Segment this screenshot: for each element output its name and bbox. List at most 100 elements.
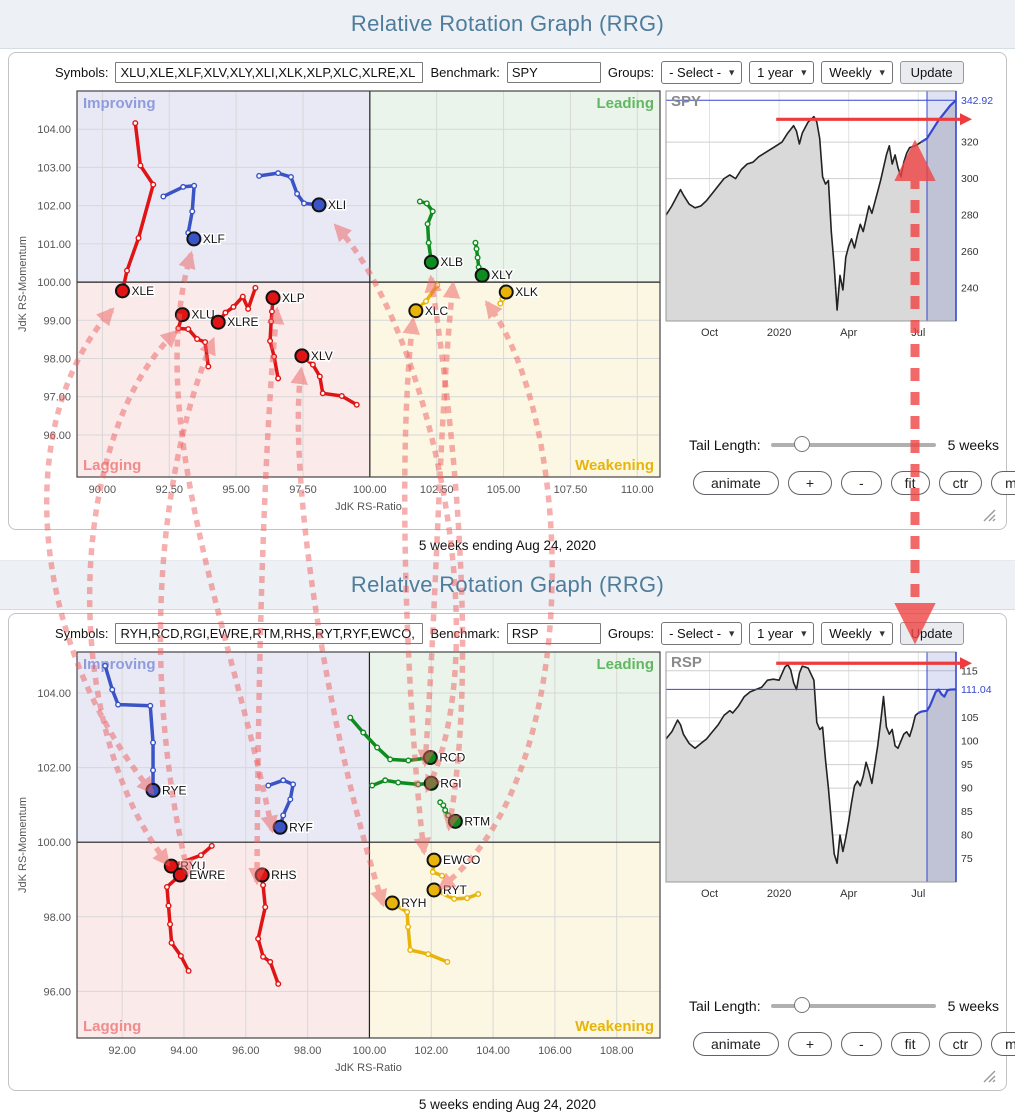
benchmark-mini-chart-wrap: Oct 2020 Apr Jul 75 80 85 90 95 100 105 115 111.04 RS… xyxy=(664,650,1001,913)
svg-text:90: 90 xyxy=(961,783,973,795)
animate-button[interactable]: animate xyxy=(693,1032,779,1056)
svg-text:2020: 2020 xyxy=(767,888,791,900)
chevron-down-icon: ▼ xyxy=(727,67,737,77)
groups-label: Groups: xyxy=(607,626,655,641)
svg-text:110.00: 110.00 xyxy=(621,484,654,496)
svg-text:98.00: 98.00 xyxy=(43,912,71,924)
toolbar: Symbols: Benchmark: Groups: - Select - ▼… xyxy=(55,61,964,84)
svg-text:JdK RS-Momentum: JdK RS-Momentum xyxy=(17,797,29,893)
slider-thumb[interactable] xyxy=(793,436,810,452)
period-select-value: 1 year xyxy=(757,65,794,80)
rrg-chart[interactable]: 92.00 94.00 96.00 98.00 100.00 102.00 104.00 10… xyxy=(15,650,665,1080)
resize-handle-icon[interactable] xyxy=(981,1068,996,1083)
svg-text:RYT: RYT xyxy=(443,883,467,897)
svg-text:100.00: 100.00 xyxy=(37,837,71,849)
interval-select-value: Weekly xyxy=(829,65,872,80)
title-bar: Relative Rotation Graph (RRG) xyxy=(0,560,1015,610)
groups-select-value: - Select - xyxy=(669,65,722,80)
svg-text:75: 75 xyxy=(961,853,973,865)
chevron-down-icon: ▼ xyxy=(877,67,887,77)
svg-text:Lagging: Lagging xyxy=(83,457,141,474)
period-caption-text: 5 weeks ending Aug 24, 2020 xyxy=(418,537,597,553)
svg-text:101.00: 101.00 xyxy=(37,239,71,251)
period-select[interactable]: 1 year ▼ xyxy=(749,61,815,84)
groups-select-value: - Select - xyxy=(669,626,722,641)
update-button[interactable]: Update xyxy=(899,622,964,645)
update-button[interactable]: Update xyxy=(899,61,964,84)
period-caption: 5 weeks ending Aug 24, 2020 xyxy=(0,1091,1015,1115)
svg-text:103.00: 103.00 xyxy=(37,162,71,174)
tail-length-value: 5 weeks xyxy=(947,437,999,453)
svg-text:102.00: 102.00 xyxy=(37,201,71,213)
svg-text:106.00: 106.00 xyxy=(538,1045,572,1057)
svg-text:XLP: XLP xyxy=(282,291,305,305)
svg-text:96.00: 96.00 xyxy=(43,430,71,442)
max-button[interactable]: max xyxy=(991,1032,1015,1056)
benchmark-input[interactable] xyxy=(506,62,601,83)
svg-text:SPY: SPY xyxy=(671,93,701,110)
zoom-in-button[interactable]: + xyxy=(787,471,832,495)
zoom-out-button[interactable]: - xyxy=(841,1032,882,1056)
svg-text:XLRE: XLRE xyxy=(227,315,258,329)
fit-button[interactable]: fit xyxy=(890,471,930,495)
svg-text:94.00: 94.00 xyxy=(170,1045,198,1057)
svg-text:XLC: XLC xyxy=(425,304,449,318)
svg-text:JdK RS-Ratio: JdK RS-Ratio xyxy=(335,1062,402,1074)
svg-text:100.00: 100.00 xyxy=(37,277,71,289)
benchmark-label: Benchmark: xyxy=(430,626,500,641)
svg-text:Apr: Apr xyxy=(840,327,857,339)
benchmark-mini-chart[interactable]: Oct 2020 Apr Jul 75 80 85 90 95 100 105 115 111.04 RS… xyxy=(664,650,1001,908)
center-button[interactable]: ctr xyxy=(938,1032,983,1056)
rrg-chart[interactable]: 90.00 92.50 95.00 97.50 100.00 102.50 105.00 10… xyxy=(15,89,665,519)
svg-text:Improving: Improving xyxy=(83,95,156,112)
chevron-down-icon: ▼ xyxy=(877,628,887,638)
symbols-input[interactable] xyxy=(115,62,424,83)
zoom-in-button[interactable]: + xyxy=(787,1032,832,1056)
benchmark-label: Benchmark: xyxy=(430,65,500,80)
toolbar: Symbols: Benchmark: Groups: - Select - ▼… xyxy=(55,622,964,645)
tail-length-slider[interactable] xyxy=(770,436,936,452)
svg-text:RYE: RYE xyxy=(162,783,186,797)
svg-text:98.00: 98.00 xyxy=(294,1045,322,1057)
tail-length-label: Tail Length: xyxy=(689,437,761,453)
zoom-out-button[interactable]: - xyxy=(841,471,882,495)
svg-text:107.50: 107.50 xyxy=(554,484,588,496)
title-bar: Relative Rotation Graph (RRG) xyxy=(0,0,1015,49)
animate-button[interactable]: animate xyxy=(693,471,779,495)
symbols-input[interactable] xyxy=(115,623,424,644)
interval-select[interactable]: Weekly ▼ xyxy=(821,61,893,84)
symbols-label: Symbols: xyxy=(55,626,109,641)
chevron-down-icon: ▼ xyxy=(799,67,809,77)
svg-text:97.00: 97.00 xyxy=(43,392,71,404)
svg-text:100: 100 xyxy=(961,736,979,748)
benchmark-mini-chart[interactable]: Oct 2020 Apr Jul 240 260 280 300 320 342.92 SPY xyxy=(664,89,1001,347)
interval-select[interactable]: Weekly ▼ xyxy=(821,622,893,645)
resize-handle-icon[interactable] xyxy=(981,507,996,522)
center-button[interactable]: ctr xyxy=(938,471,983,495)
fit-button[interactable]: fit xyxy=(890,1032,930,1056)
svg-text:90.00: 90.00 xyxy=(89,484,117,496)
tail-length-slider[interactable] xyxy=(770,997,936,1013)
svg-text:240: 240 xyxy=(961,283,979,295)
rrg-panel-spy: Symbols: Benchmark: Groups: - Select - ▼… xyxy=(8,52,1015,530)
svg-text:92.00: 92.00 xyxy=(108,1045,136,1057)
svg-text:Jul: Jul xyxy=(911,888,925,900)
slider-thumb[interactable] xyxy=(793,997,810,1013)
svg-text:RTM: RTM xyxy=(464,814,490,828)
svg-text:80: 80 xyxy=(961,830,973,842)
max-button[interactable]: max xyxy=(991,471,1015,495)
svg-text:XLV: XLV xyxy=(311,349,333,363)
svg-text:Weakening: Weakening xyxy=(575,457,654,474)
chevron-down-icon: ▼ xyxy=(727,628,737,638)
svg-text:320: 320 xyxy=(961,137,979,149)
groups-select[interactable]: - Select - ▼ xyxy=(661,622,743,645)
interval-select-value: Weekly xyxy=(829,626,872,641)
svg-text:96.00: 96.00 xyxy=(43,986,71,998)
period-select[interactable]: 1 year ▼ xyxy=(749,622,815,645)
benchmark-mini-chart-wrap: Oct 2020 Apr Jul 240 260 280 300 320 342.92 SPY xyxy=(664,89,1001,352)
benchmark-input[interactable] xyxy=(506,623,601,644)
tail-length-row: Tail Length: 5 weeks xyxy=(689,997,999,1014)
svg-text:104.00: 104.00 xyxy=(476,1045,510,1057)
groups-select[interactable]: - Select - ▼ xyxy=(661,61,743,84)
